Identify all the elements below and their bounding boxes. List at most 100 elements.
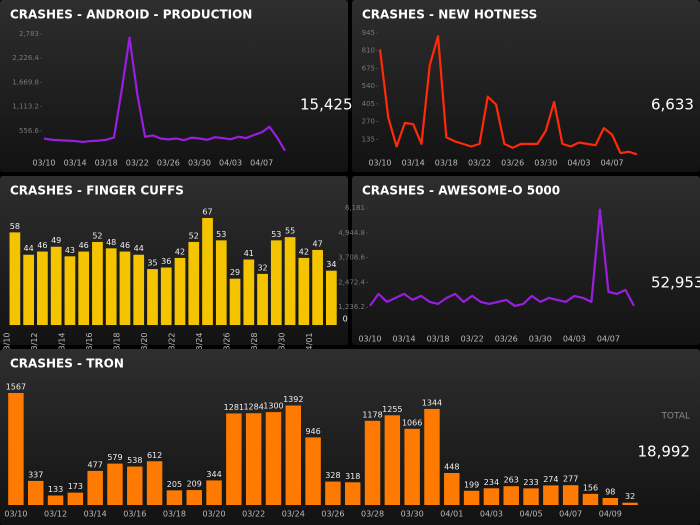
bar bbox=[50, 246, 62, 325]
y-tick-label: 2,783 bbox=[19, 30, 39, 38]
bar bbox=[133, 254, 145, 325]
bar-value-label: 36 bbox=[161, 257, 171, 266]
bar bbox=[105, 248, 117, 325]
bar bbox=[503, 486, 519, 505]
bar-value-label: 32 bbox=[257, 263, 267, 272]
panel bbox=[352, 176, 700, 345]
bar-value-label: 48 bbox=[106, 238, 116, 247]
bar-value-label: 1300 bbox=[263, 402, 283, 411]
x-tick-label: 03/28 bbox=[361, 510, 384, 519]
x-tick-label: 04/03 bbox=[480, 510, 503, 519]
bar-value-label: 44 bbox=[24, 244, 34, 253]
bar bbox=[463, 490, 480, 505]
bar-value-label: 1392 bbox=[283, 395, 303, 404]
x-tick-label: 03/18 bbox=[163, 510, 186, 519]
bar bbox=[174, 257, 186, 325]
bar-value-label: 1284 bbox=[243, 403, 263, 412]
bar bbox=[37, 251, 48, 325]
summary-value: 15,425 bbox=[300, 96, 353, 114]
bar bbox=[206, 480, 222, 505]
y-tick-label: 2,226.4 bbox=[12, 54, 39, 62]
bar bbox=[602, 497, 619, 505]
x-tick-label: 03/12 bbox=[30, 332, 39, 355]
x-tick-label: 04/07 bbox=[559, 510, 582, 519]
y-tick-label: 3,708.6 bbox=[338, 254, 365, 262]
bar-value-label: 337 bbox=[28, 470, 43, 479]
bar bbox=[127, 466, 143, 505]
x-tick-label: 03/30 bbox=[529, 335, 552, 344]
bar bbox=[344, 482, 361, 505]
bar-value-label: 344 bbox=[206, 470, 221, 479]
line bbox=[369, 208, 635, 308]
panel bbox=[0, 0, 348, 172]
y-tick-label: 2,472.4 bbox=[338, 278, 365, 286]
y-tick-label: 945 bbox=[362, 29, 375, 37]
bar bbox=[202, 218, 213, 325]
bar bbox=[226, 413, 242, 505]
bar bbox=[364, 420, 381, 505]
x-tick-label: 03/24 bbox=[282, 510, 305, 519]
x-tick-label: 03/16 bbox=[123, 510, 146, 519]
bar bbox=[312, 249, 323, 325]
x-tick-label: 03/20 bbox=[203, 510, 226, 519]
panel-title: CRASHES - TRON bbox=[10, 357, 124, 371]
bar-value-label: 173 bbox=[68, 482, 83, 491]
panel bbox=[352, 0, 700, 172]
bar bbox=[107, 463, 123, 505]
bar-value-label: 538 bbox=[127, 456, 142, 465]
x-tick-label: 04/03 bbox=[567, 159, 590, 168]
bar-value-label: 234 bbox=[484, 478, 499, 487]
bar bbox=[215, 240, 227, 325]
line bbox=[43, 36, 286, 152]
bar-value-label: 263 bbox=[504, 476, 519, 485]
bar-value-label: 67 bbox=[202, 208, 212, 217]
bar-value-label: 199 bbox=[464, 480, 479, 489]
bar-value-label: 579 bbox=[107, 453, 122, 462]
bar bbox=[9, 232, 21, 325]
bar bbox=[188, 241, 200, 325]
x-tick-label: 04/07 bbox=[601, 159, 624, 168]
line bbox=[378, 35, 638, 156]
summary-value: 18,992 bbox=[638, 443, 691, 461]
x-tick-label: 03/14 bbox=[64, 159, 87, 168]
bar bbox=[257, 273, 268, 325]
bar-value-label: 41 bbox=[244, 249, 254, 258]
bar bbox=[562, 485, 579, 505]
x-tick-label: 04/09 bbox=[599, 510, 622, 519]
bar-value-label: 46 bbox=[79, 241, 89, 250]
x-tick-label: 03/12 bbox=[44, 510, 67, 519]
bar-value-label: 44 bbox=[134, 244, 144, 253]
x-tick-label: 03/10 bbox=[358, 335, 381, 344]
bar-value-label: 274 bbox=[543, 475, 558, 484]
x-tick-label: 03/26 bbox=[223, 332, 232, 355]
bar bbox=[243, 259, 255, 325]
bar-value-label: 946 bbox=[305, 427, 320, 436]
panel-title: CRASHES - FINGER CUFFS bbox=[10, 184, 184, 198]
x-tick-label: 03/18 bbox=[112, 332, 121, 355]
bar bbox=[483, 488, 500, 505]
x-tick-label: 03/18 bbox=[95, 159, 118, 168]
y-tick-label: 405 bbox=[362, 100, 375, 108]
x-tick-label: 04/05 bbox=[520, 510, 543, 519]
y-tick-label: 4,944.8 bbox=[338, 229, 365, 237]
x-tick-label: 03/10 bbox=[4, 510, 27, 519]
x-tick-label: 03/20 bbox=[140, 332, 149, 355]
bar-value-label: 46 bbox=[120, 241, 130, 250]
y-tick-label: 1,669.8 bbox=[12, 78, 39, 86]
bar bbox=[622, 502, 638, 505]
bar-value-label: 277 bbox=[563, 475, 578, 484]
bar-value-label: 58 bbox=[10, 222, 20, 231]
bar bbox=[270, 240, 282, 325]
x-tick-label: 03/24 bbox=[195, 332, 204, 355]
bar-value-label: 35 bbox=[147, 259, 157, 268]
y-tick-label: 6,181 bbox=[345, 204, 365, 212]
bar bbox=[23, 254, 35, 325]
x-tick-label: 03/26 bbox=[501, 159, 524, 168]
bar-value-label: 32 bbox=[625, 492, 635, 501]
bar-value-label: 1567 bbox=[6, 383, 26, 392]
x-tick-label: 03/18 bbox=[435, 159, 458, 168]
bar bbox=[298, 257, 310, 325]
x-tick-label: 03/10 bbox=[2, 332, 11, 355]
x-tick-label: 03/14 bbox=[402, 159, 425, 168]
